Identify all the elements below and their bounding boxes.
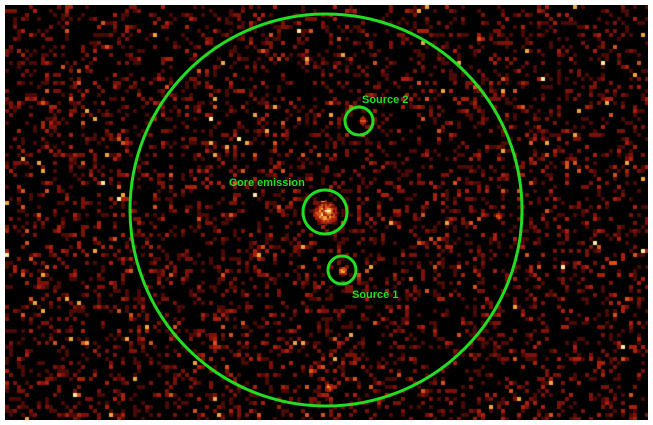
source-2-label: Source 2 <box>362 94 408 106</box>
core-emission-label: Core emission <box>229 177 305 189</box>
source-1-region[interactable] <box>326 254 358 286</box>
xray-image-viewport[interactable]: Core emission Source 2 Source 1 <box>5 5 648 420</box>
region-overlay: Core emission Source 2 Source 1 <box>128 12 524 408</box>
source-2-region[interactable] <box>343 105 375 137</box>
extraction-region-circle[interactable] <box>128 12 524 408</box>
core-emission-region[interactable] <box>301 188 349 236</box>
source-1-label: Source 1 <box>352 289 398 301</box>
xray-count-map <box>5 5 648 420</box>
